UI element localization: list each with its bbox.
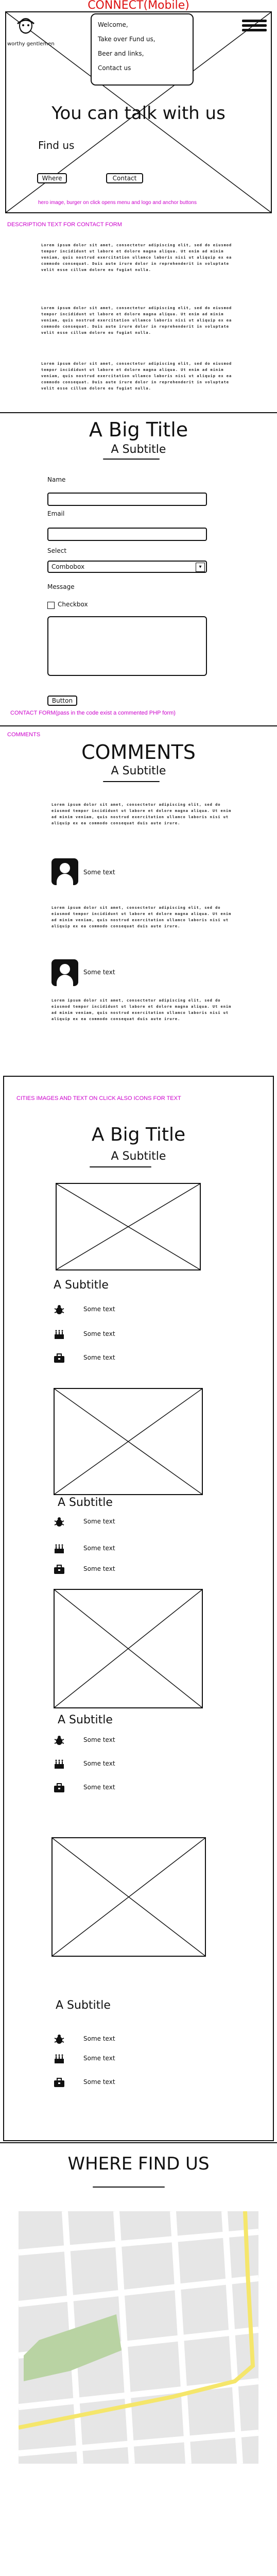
city-text: Some text [83,1330,115,1337]
burger-line [242,20,267,22]
city-text: Some text [83,2078,115,2086]
city-subtitle: A Subtitle [58,1496,113,1509]
select-label: Select [47,547,67,554]
submit-button[interactable]: Button [47,696,77,706]
comments-subtitle: A Subtitle [111,765,166,777]
logo[interactable]: worthy gentlemen [7,16,55,48]
bug-icon [54,1736,64,1745]
comment-paragraph-1: Lorem ipsum dolor sit amet, consectetur … [51,803,232,825]
name-input[interactable] [47,493,207,506]
city-subtitle: A Subtitle [54,1279,109,1292]
message-label: Message [47,583,75,590]
avatar [51,959,78,986]
burger-menu-button[interactable] [242,18,267,33]
cities-title: A Big Title [91,1124,186,1145]
burger-line [242,24,267,27]
find-us-label: Find us [38,139,75,151]
logo-text: worthy gentlemen [7,41,55,47]
image-placeholder-icon [53,1838,205,1956]
menu-item-fund[interactable]: Take over Fund us, [98,36,155,43]
form-title: A Big Title [89,418,188,441]
description-paragraph-1: Lorem ipsum dolor sit amet, consectetur … [41,243,232,272]
map[interactable] [19,2211,258,2464]
chevron-down-icon: ▾ [196,563,205,572]
email-input[interactable] [47,528,207,541]
city-text: Some text [83,1760,115,1767]
description-paragraph-3: Lorem ipsum dolor sit amet, consectetur … [41,362,232,391]
comment-author-2: Some text [83,969,115,976]
briefcase-icon [54,1565,64,1574]
city-image[interactable] [56,1183,201,1270]
city-text: Some text [83,2035,115,2042]
cities-label: CITIES IMAGES AND TEXT ON CLICK ALSO ICO… [16,1095,181,1101]
description-label: DESCRIPTION TEXT FOR CONTACT FORM [7,222,122,228]
cake-icon [55,1330,64,1339]
avatar [51,858,78,885]
contact-button[interactable]: Contact [106,173,143,183]
cities-subtitle: A Subtitle [111,1150,166,1163]
comment-paragraph-3: Lorem ipsum dolor sit amet, consectetur … [51,998,232,1021]
logo-mark-icon [17,18,34,34]
comment-author-1: Some text [83,869,115,876]
city-image[interactable] [54,1388,203,1495]
where-title-underline [93,2187,165,2188]
map-streets [19,2211,258,2464]
image-placeholder-icon [55,1389,202,1494]
bug-icon [54,2035,64,2044]
menu-item-contact[interactable]: Contact us [98,64,131,72]
city-text: Some text [83,1736,115,1743]
briefcase-icon [54,2078,64,2087]
briefcase-icon [54,1353,64,1363]
city-subtitle: A Subtitle [56,1999,111,2012]
header-note: hero image, burger on click opens menu a… [38,200,197,206]
bug-icon [54,1305,64,1314]
city-image[interactable] [54,1589,203,1708]
city-text: Some text [83,2055,115,2062]
comment-paragraph-2: Lorem ipsum dolor sit amet, consectetur … [51,906,232,928]
menu-item-beer[interactable]: Beer and links, [98,50,144,57]
where-title: WHERE FIND US [67,2154,210,2174]
city-text: Some text [83,1354,115,1361]
select-combobox[interactable]: Combobox ▾ [47,561,207,573]
city-text: Some text [83,1784,115,1791]
city-image[interactable] [51,1837,206,1957]
briefcase-icon [54,1783,64,1792]
city-text: Some text [83,1518,115,1525]
city-text: Some text [83,1306,115,1313]
checkbox[interactable] [47,602,55,609]
form-subtitle: A Subtitle [111,443,166,456]
select-value: Combobox [51,563,85,570]
checkbox-label: Checkbox [58,601,88,608]
city-text: Some text [83,1545,115,1552]
image-placeholder-icon [55,1590,202,1707]
image-placeholder-icon [57,1184,200,1269]
comments-label: COMMENTS [7,732,41,738]
page-title: CONNECT(Mobile) [88,0,189,12]
city-subtitle: A Subtitle [58,1714,113,1726]
description-paragraph-2: Lorem ipsum dolor sit amet, consectetur … [41,306,232,335]
form-subtitle-underline [103,459,160,460]
comments-subtitle-underline [103,781,160,782]
cake-icon [55,1544,64,1553]
burger-line [242,29,267,31]
cake-icon [55,1759,64,1769]
message-textarea[interactable] [47,616,207,676]
bug-icon [54,1517,64,1527]
comments-title: COMMENTS [81,741,196,764]
hero-title: You can talk with us [51,103,226,124]
city-text: Some text [83,1565,115,1572]
cities-subtitle-underline [90,1166,151,1167]
where-button[interactable]: Where [37,173,67,183]
nav-menu: Welcome, Take over Fund us, Beer and lin… [91,13,194,86]
cake-icon [55,2054,64,2063]
name-label: Name [47,476,66,483]
form-note: CONTACT FORM(pass in the code exist a co… [10,710,176,716]
email-label: Email [47,510,65,517]
menu-item-welcome[interactable]: Welcome, [98,21,128,28]
